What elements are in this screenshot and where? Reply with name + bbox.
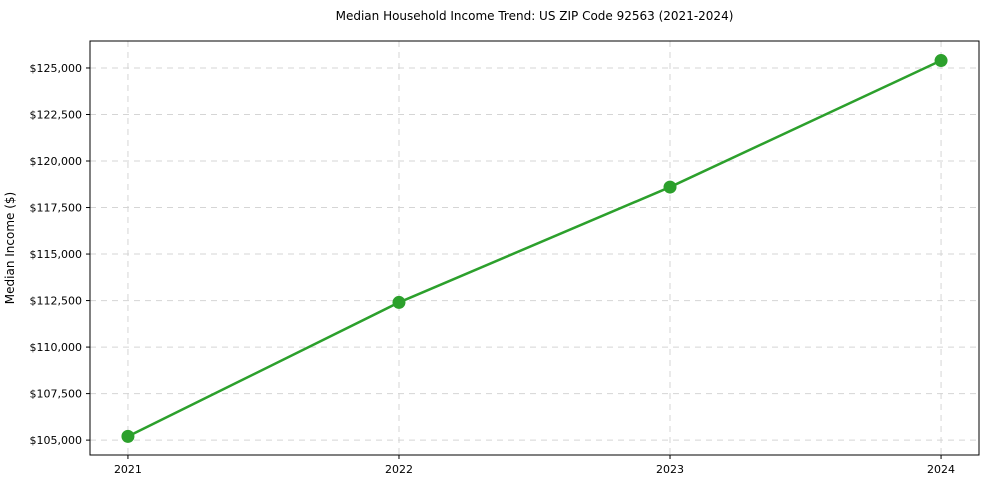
y-tick-label: $107,500: [30, 388, 83, 401]
y-tick-label: $117,500: [30, 202, 83, 215]
y-tick-label: $105,000: [30, 434, 83, 447]
axes-frame: [89, 40, 980, 456]
x-tick-label: 2022: [385, 463, 413, 476]
x-tick-label: 2024: [927, 463, 955, 476]
y-tick-label: $115,000: [30, 248, 83, 261]
y-tick-label: $110,000: [30, 341, 83, 354]
y-axis-label: Median Income ($): [3, 192, 17, 304]
y-tick-label: $112,500: [30, 295, 83, 308]
y-tick-label: $120,000: [30, 155, 83, 168]
x-tick-label: 2021: [114, 463, 142, 476]
y-tick-label: $122,500: [30, 108, 83, 121]
chart-title: Median Household Income Trend: US ZIP Co…: [335, 9, 734, 23]
data-point-2022: [392, 295, 406, 309]
data-point-2024: [934, 54, 948, 68]
data-point-2021: [121, 429, 135, 443]
data-point-2023: [663, 180, 677, 194]
y-tick-label: $125,000: [30, 62, 83, 75]
x-tick-label: 2023: [656, 463, 684, 476]
trend-line: [126, 59, 943, 438]
